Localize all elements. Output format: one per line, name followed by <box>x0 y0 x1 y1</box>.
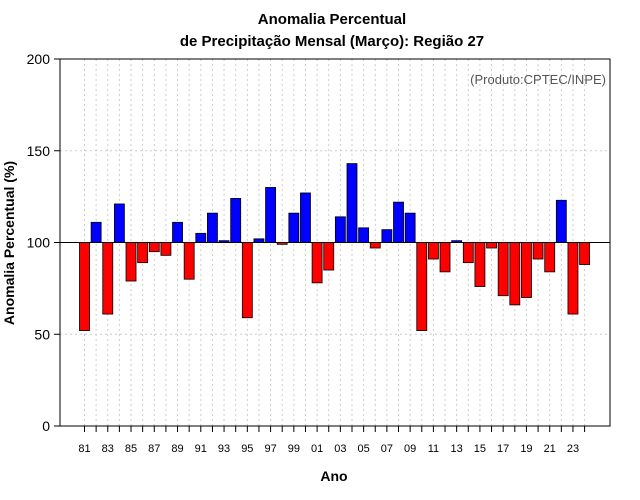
y-tick-label: 0 <box>42 418 50 434</box>
x-tick-label: 89 <box>171 443 183 455</box>
bar-2015 <box>474 242 486 287</box>
bar-2010 <box>416 242 428 331</box>
y-tick-label: 150 <box>27 143 51 159</box>
y-axis: 0 50 100 150 200 <box>27 51 60 434</box>
x-tick-label: 85 <box>125 443 137 455</box>
bar-2009 <box>404 212 416 243</box>
bar-1994 <box>230 198 242 243</box>
bar-1995 <box>241 242 253 319</box>
bar-2022 <box>555 199 567 243</box>
x-tick-label: 15 <box>474 443 486 455</box>
bar-1987 <box>148 242 160 253</box>
bar-1992 <box>207 212 218 243</box>
x-tick-label: 19 <box>520 443 532 455</box>
bar-1991 <box>195 232 207 243</box>
bar-2002 <box>323 242 335 271</box>
x-tick-label: 23 <box>567 443 579 455</box>
bar-2003 <box>334 216 346 243</box>
x-tick-label: 21 <box>544 443 556 455</box>
x-tick-label: 95 <box>241 443 253 455</box>
bar-2021 <box>544 242 556 273</box>
x-tick-label: 09 <box>404 443 416 455</box>
bar-layer <box>79 163 590 331</box>
bar-1983 <box>102 242 114 315</box>
x-tick-label: 81 <box>78 443 90 455</box>
bar-1996 <box>253 238 265 243</box>
x-axis: 81 83 85 87 89 91 93 95 97 99 01 03 05 07 09 11 13 15 17 19… <box>78 426 586 455</box>
bar-2006 <box>369 242 381 249</box>
bar-2017 <box>497 242 509 297</box>
x-tick-label: 17 <box>497 443 509 455</box>
x-tick-label: 99 <box>288 443 300 455</box>
x-tick-label: 87 <box>148 443 160 455</box>
bar-1989 <box>172 221 183 243</box>
bar-2011 <box>427 242 439 260</box>
bar-2019 <box>521 242 532 298</box>
bar-2008 <box>393 201 404 243</box>
x-axis-label: Ano <box>320 468 347 484</box>
x-tick-label: 01 <box>311 443 323 455</box>
x-tick-label: 07 <box>381 443 393 455</box>
bar-2012 <box>439 242 451 273</box>
bar-1990 <box>183 242 195 280</box>
x-tick-label: 03 <box>334 443 346 455</box>
chart-title: Anomalia Percentual <box>258 11 406 28</box>
x-tick-label: 91 <box>195 443 207 455</box>
bar-2018 <box>509 242 521 306</box>
grid-layer <box>60 59 610 426</box>
bar-1984 <box>113 203 125 243</box>
bar-2014 <box>462 242 474 264</box>
bar-1997 <box>265 187 276 243</box>
y-tick-label: 50 <box>34 326 50 342</box>
credit-text: (Produto:CPTEC/INPE) <box>470 72 606 87</box>
x-tick-label: 13 <box>451 443 463 455</box>
bar-2004 <box>346 163 358 243</box>
chart-subtitle: de Precipitação Mensal (Março): Região 2… <box>180 33 484 50</box>
bar-1982 <box>90 221 102 243</box>
bar-2016 <box>486 242 497 249</box>
bar-1985 <box>125 242 137 282</box>
bar-2001 <box>311 242 323 284</box>
bar-2020 <box>532 242 544 260</box>
bar-1981 <box>79 242 90 331</box>
x-tick-label: 83 <box>102 443 114 455</box>
bar-1988 <box>160 242 172 256</box>
bar-2000 <box>300 192 311 243</box>
x-tick-label: 93 <box>218 443 230 455</box>
y-tick-label: 200 <box>27 51 51 67</box>
bar-1986 <box>137 242 149 264</box>
x-tick-label: 97 <box>264 443 276 455</box>
bar-2007 <box>381 229 393 243</box>
x-tick-label: 11 <box>428 443 439 455</box>
bar-2024 <box>579 242 590 265</box>
y-axis-label: Anomalia Percentual (%) <box>1 161 17 325</box>
bar-2023 <box>567 242 579 315</box>
x-tick-label: 05 <box>357 443 369 455</box>
y-tick-label: 100 <box>27 235 51 251</box>
bar-2005 <box>358 227 370 243</box>
bar-1999 <box>288 212 300 243</box>
